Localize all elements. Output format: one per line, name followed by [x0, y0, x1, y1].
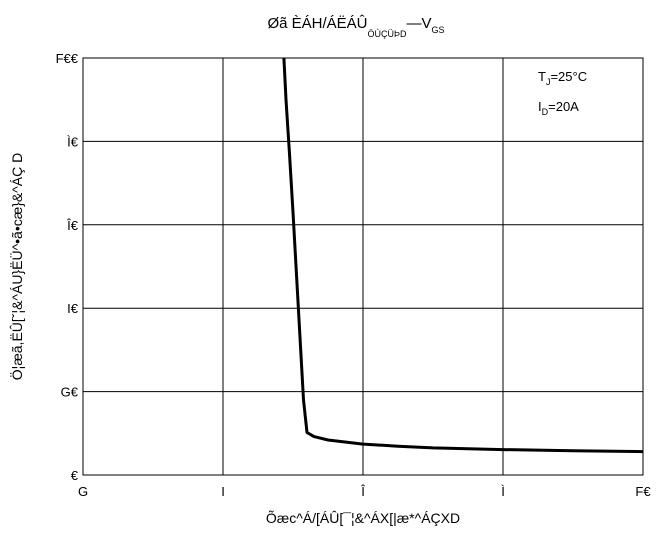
series	[282, 57, 644, 454]
x-ticks: G I Î Ì F€	[78, 484, 651, 499]
x-axis-label: Õæc^Á/[ÁÛ[¯¦&^ÁX[|æ*^ÁÇXD	[266, 510, 460, 526]
y-tick-label: Ì€	[67, 134, 79, 149]
chart-title: Øã ÈÁH/ÁËÁÛÖÙÇÜÞD—VGS	[267, 15, 444, 39]
chart-title-text: Øã ÈÁH/ÁËÁÛÖÙÇÜÞD—VGS	[267, 15, 444, 39]
series-line-0	[282, 57, 644, 454]
y-tick-label: G€	[61, 385, 79, 400]
x-tick-label: G	[78, 484, 88, 499]
y-tick-label: Î€	[66, 218, 79, 233]
legend-entry: ID=20A	[538, 99, 579, 117]
y-axis-label: Ö¦æã,ËÛ[ˇ¦&^ÁU}ËÜ^•ã•cæ}&^ÁÇ D	[8, 153, 25, 380]
y-tick-label: F€€	[56, 51, 79, 66]
y-tick-label: €	[71, 468, 79, 483]
x-tick-label: I	[221, 484, 225, 499]
y-ticks: € G€ I€ Î€ Ì€ F€€	[56, 51, 79, 483]
x-tick-label: Î	[360, 484, 365, 499]
x-tick-label: F€	[635, 484, 651, 499]
plot-frame	[82, 57, 644, 476]
axis-labels: Õæc^Á/[ÁÛ[¯¦&^ÁX[|æ*^ÁÇXD Ö¦æã,ËÛ[ˇ¦&^ÁU}…	[8, 153, 460, 526]
x-tick-label: Ì	[501, 484, 505, 499]
legend: TJ=25°C ID=20A	[538, 69, 587, 117]
y-tick-label: I€	[67, 301, 79, 316]
grid	[82, 57, 644, 476]
legend-entry: TJ=25°C	[538, 69, 587, 87]
